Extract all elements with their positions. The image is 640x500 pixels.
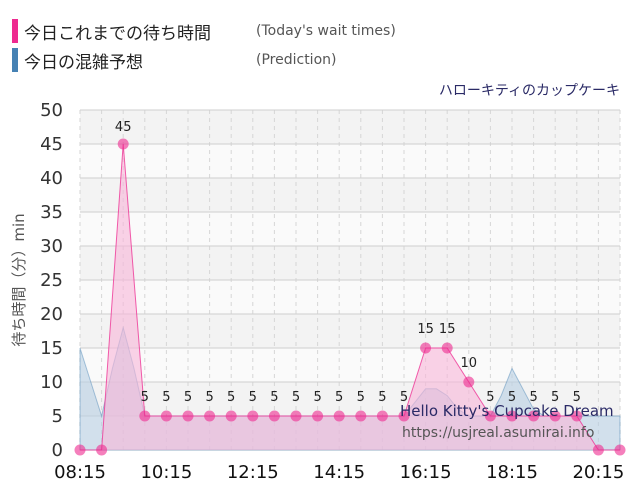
x-tick-label: 14:15	[313, 462, 365, 483]
ride-name: ハローキティのカップケーキ	[438, 83, 620, 99]
series-today-area	[80, 144, 620, 450]
data-point-today	[312, 410, 324, 422]
plot-band	[80, 348, 620, 382]
data-label-today: 15	[417, 322, 434, 337]
data-label-today: 5	[249, 390, 257, 405]
data-label-today: 5	[551, 390, 559, 405]
legend-item-prediction[interactable]: 今日の混雑予想 (Prediction)	[12, 47, 336, 73]
data-point-today	[506, 410, 518, 422]
data-point-today	[592, 444, 604, 456]
data-label-today: 45	[115, 120, 132, 135]
data-point-today	[420, 342, 432, 354]
plot-band	[80, 314, 620, 348]
data-point-today	[398, 410, 410, 422]
legend-label-prediction: 今日の混雑予想	[24, 52, 143, 73]
legend-swatch-today	[12, 19, 18, 43]
data-label-today: 5	[529, 390, 537, 405]
data-label-today: 5	[205, 390, 213, 405]
y-tick-label: 5	[52, 406, 63, 427]
data-point-today	[484, 410, 496, 422]
plot-band	[80, 212, 620, 246]
data-label-today: 5	[292, 390, 300, 405]
data-label-today: 10	[461, 356, 478, 371]
y-axis-label: 待ち時間（分）min	[10, 213, 28, 346]
data-label-today: 5	[162, 390, 170, 405]
x-tick-label: 20:15	[572, 462, 624, 483]
data-point-today	[355, 410, 367, 422]
data-label-today: 5	[378, 390, 386, 405]
legend-swatch-prediction	[12, 48, 18, 72]
data-label-today: 5	[227, 390, 235, 405]
y-tick-label: 35	[40, 202, 63, 223]
data-label-today: 5	[486, 390, 494, 405]
data-label-today: 5	[357, 390, 365, 405]
legend-sublabel-prediction: (Prediction)	[256, 52, 337, 68]
data-label-today: 5	[313, 390, 321, 405]
data-label-today: 5	[184, 390, 192, 405]
x-tick-label: 16:15	[400, 462, 452, 483]
y-tick-label: 0	[52, 440, 63, 461]
x-tick-label: 10:15	[140, 462, 192, 483]
y-tick-label: 10	[40, 372, 63, 393]
data-point-today	[376, 410, 388, 422]
x-tick-label: 18:15	[486, 462, 538, 483]
x-tick-label: 12:15	[227, 462, 279, 483]
watermark-url: https://usjreal.asumirai.info	[402, 425, 594, 441]
y-tick-label: 30	[40, 236, 63, 257]
legend-item-today[interactable]: 今日これまでの待ち時間 (Today's wait times)	[12, 18, 396, 44]
data-point-today	[268, 410, 280, 422]
data-point-today	[204, 410, 216, 422]
y-tick-label: 25	[40, 270, 63, 291]
data-label-today: 5	[508, 390, 516, 405]
data-point-today	[571, 410, 583, 422]
data-label-today: 5	[335, 390, 343, 405]
data-point-today	[290, 410, 302, 422]
data-point-today	[463, 376, 475, 388]
data-point-today	[333, 410, 345, 422]
legend-label-today: 今日これまでの待ち時間	[24, 23, 211, 44]
data-point-today	[441, 342, 453, 354]
plot-band	[80, 246, 620, 280]
plot-band	[80, 144, 620, 178]
data-point-today	[139, 410, 151, 422]
plot-band	[80, 280, 620, 314]
data-point-today	[160, 410, 172, 422]
data-point-today	[549, 410, 561, 422]
data-point-today	[74, 444, 86, 456]
data-point-today	[182, 410, 194, 422]
data-label-today: 5	[573, 390, 581, 405]
legend-sublabel-today: (Today's wait times)	[256, 23, 396, 39]
watermark-title: Hello Kitty's Cupcake Dream	[400, 402, 614, 420]
y-tick-label: 50	[40, 100, 63, 121]
y-tick-label: 45	[40, 134, 63, 155]
data-label-today: 5	[141, 390, 149, 405]
data-point-today	[528, 410, 540, 422]
plot-band	[80, 178, 620, 212]
x-tick-label: 08:15	[54, 462, 106, 483]
data-point-today	[225, 410, 237, 422]
plot-band	[80, 110, 620, 144]
data-label-today: 5	[400, 390, 408, 405]
y-tick-label: 20	[40, 304, 63, 325]
data-point-today	[117, 138, 129, 150]
data-point-today	[96, 444, 108, 456]
data-point-today	[247, 410, 259, 422]
data-point-today	[614, 444, 626, 456]
y-tick-label: 15	[40, 338, 63, 359]
y-tick-label: 40	[40, 168, 63, 189]
data-label-today: 15	[439, 322, 456, 337]
data-label-today: 5	[270, 390, 278, 405]
